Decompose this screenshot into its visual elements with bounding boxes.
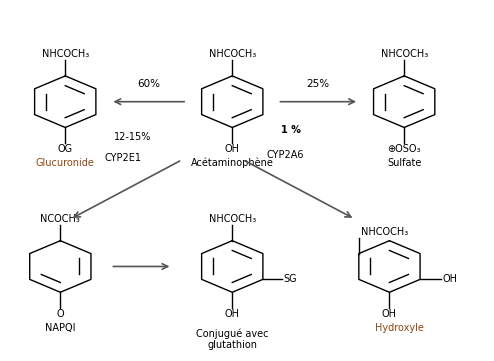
Text: NAPQI: NAPQI	[45, 323, 76, 333]
Text: ⊕OSO₃: ⊕OSO₃	[387, 144, 421, 154]
Text: NHCOCH₃: NHCOCH₃	[41, 49, 89, 59]
Text: OH: OH	[382, 309, 397, 319]
Text: Sulfate: Sulfate	[387, 158, 421, 168]
Text: Acétaminophène: Acétaminophène	[191, 158, 274, 169]
Text: CYP2E1: CYP2E1	[105, 153, 142, 163]
Text: CYP2A6: CYP2A6	[267, 150, 304, 160]
Text: OH: OH	[443, 274, 458, 284]
Text: Conjugué avec
glutathion: Conjugué avec glutathion	[196, 328, 269, 350]
Text: Glucuronide: Glucuronide	[36, 158, 95, 168]
Text: O: O	[56, 309, 64, 319]
Text: OG: OG	[58, 144, 73, 154]
Text: SG: SG	[284, 274, 297, 284]
Text: NHCOCH₃: NHCOCH₃	[208, 49, 256, 59]
Text: NCOCH₃: NCOCH₃	[41, 214, 80, 224]
Text: NHCOCH₃: NHCOCH₃	[380, 49, 428, 59]
Text: 60%: 60%	[137, 79, 160, 89]
Text: OH: OH	[225, 144, 240, 154]
Text: NHCOCH₃: NHCOCH₃	[361, 227, 409, 237]
Text: 12-15%: 12-15%	[115, 132, 152, 142]
Text: Hydroxyle: Hydroxyle	[375, 323, 424, 333]
Text: 1 %: 1 %	[282, 125, 301, 135]
Text: 25%: 25%	[307, 79, 330, 89]
Text: NHCOCH₃: NHCOCH₃	[208, 214, 256, 224]
Text: OH: OH	[225, 309, 240, 319]
